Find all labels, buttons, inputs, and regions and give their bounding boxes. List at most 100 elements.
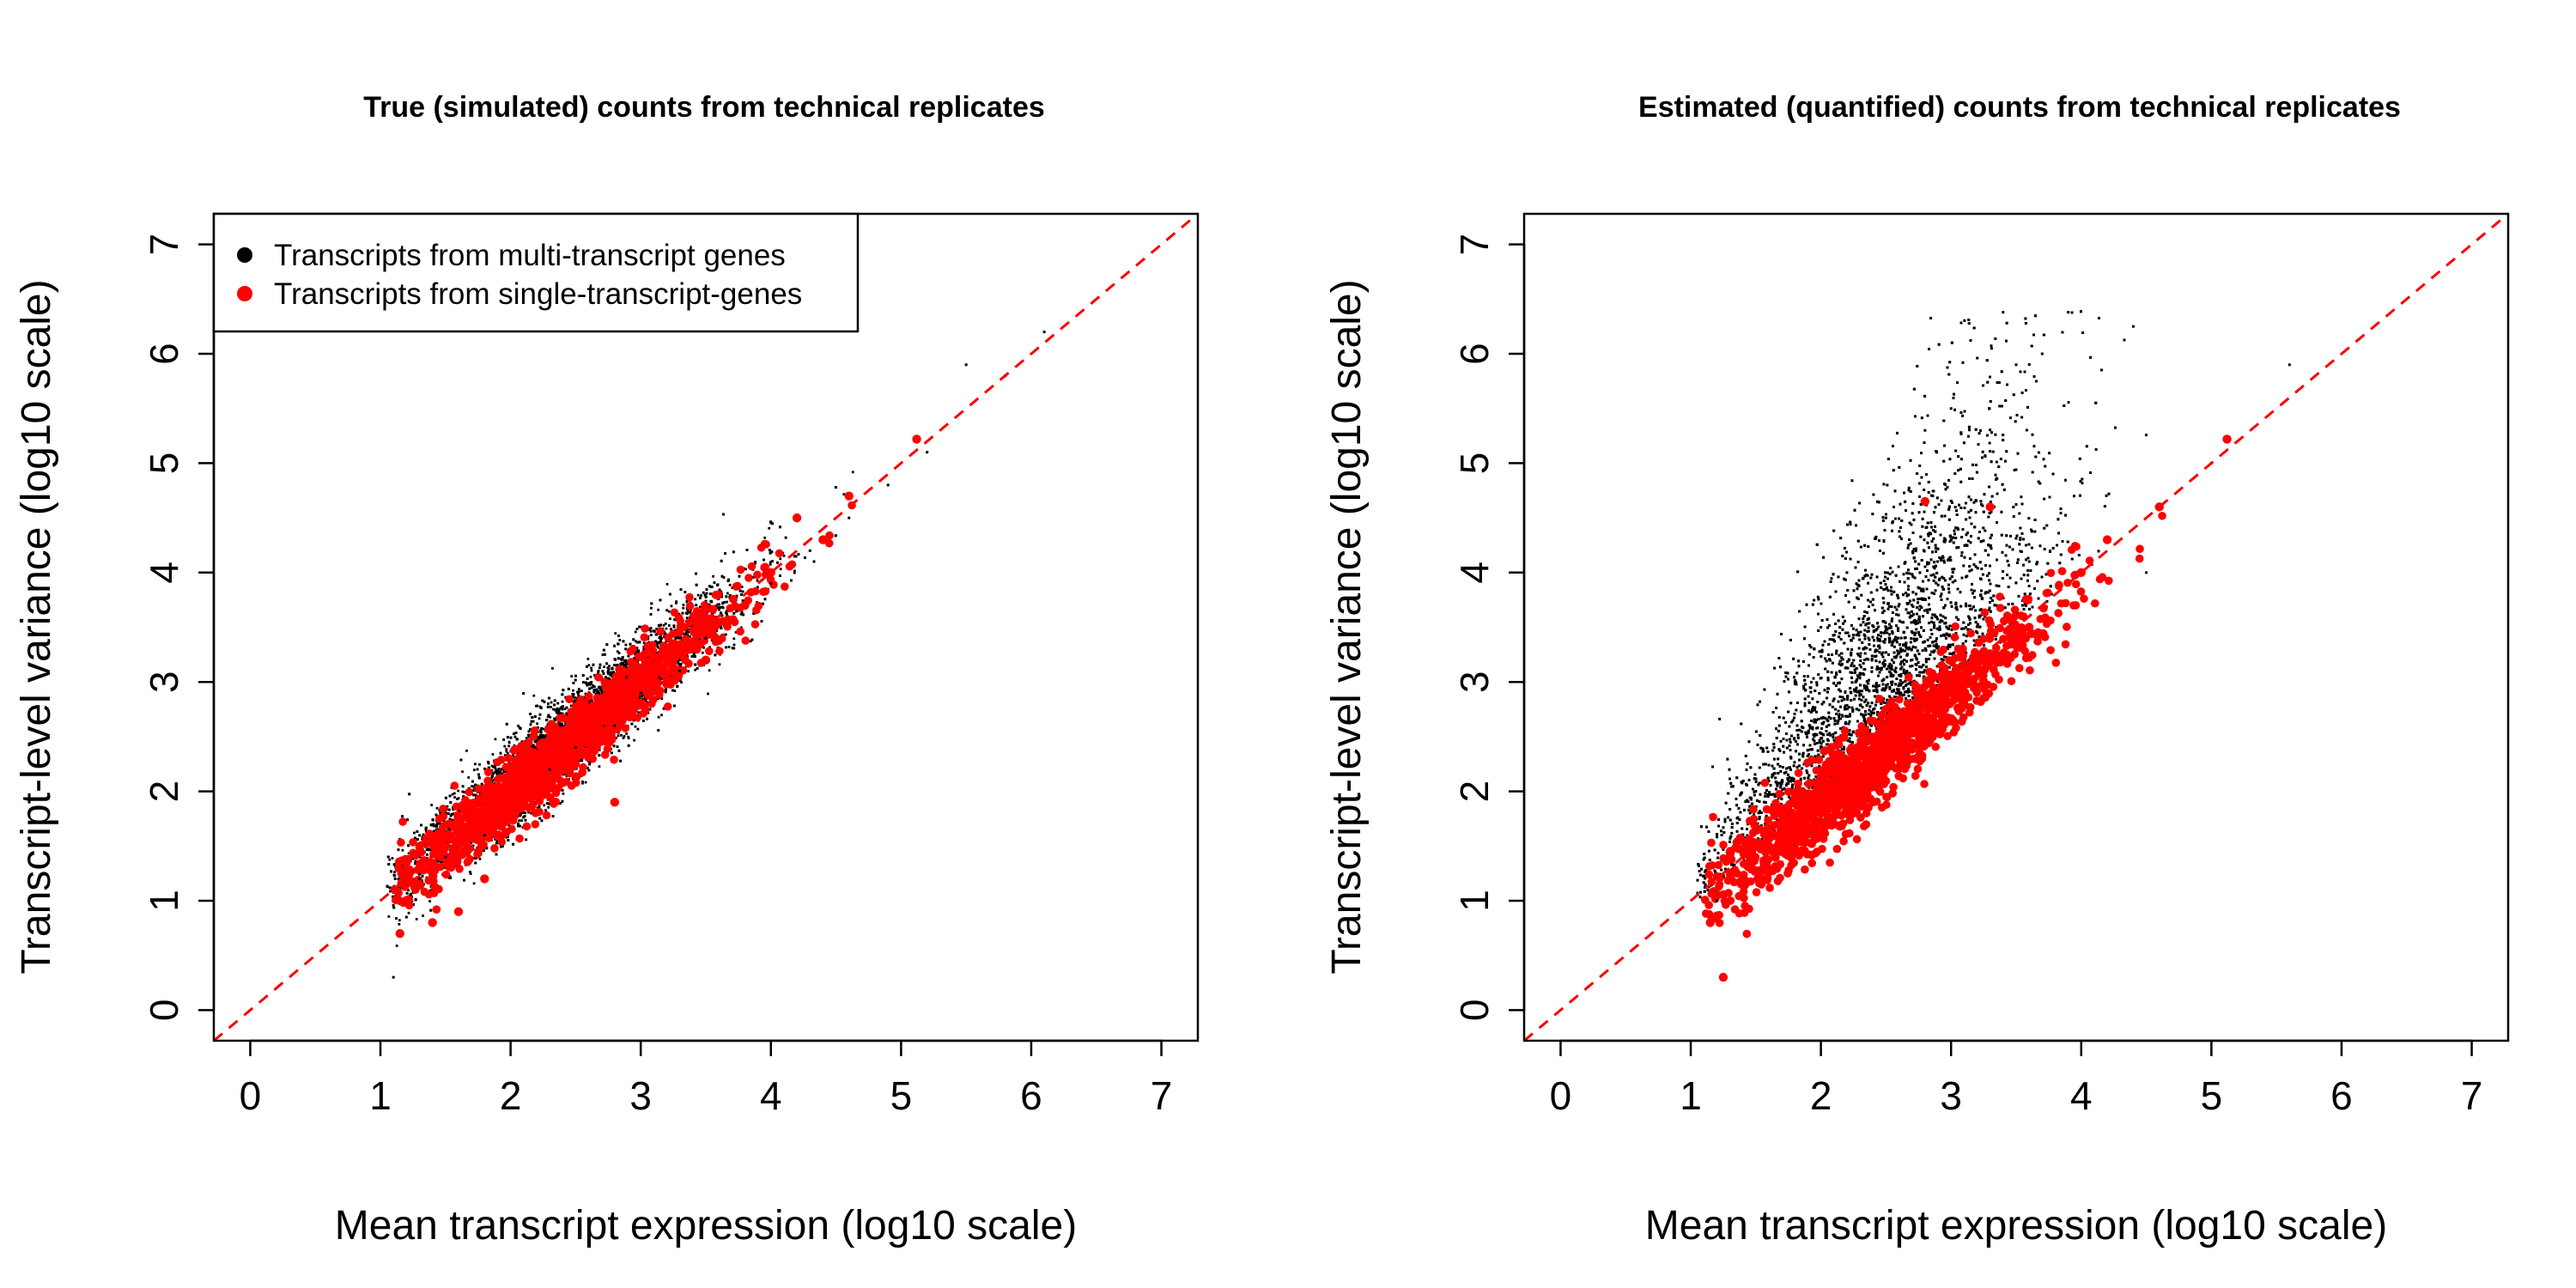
multi-transcript-point xyxy=(660,637,664,641)
multi-transcript-point xyxy=(670,605,673,608)
multi-transcript-point xyxy=(538,717,541,720)
multi-transcript-point xyxy=(636,727,640,731)
multi-transcript-point xyxy=(452,808,455,811)
multi-transcript-point xyxy=(478,857,482,860)
multi-transcript-point xyxy=(637,711,641,714)
multi-transcript-point xyxy=(720,611,722,615)
multi-transcript-point xyxy=(662,623,665,627)
multi-transcript-point xyxy=(558,712,562,715)
multi-transcript-point xyxy=(696,593,700,597)
multi-transcript-point xyxy=(606,671,610,674)
multi-transcript-point xyxy=(687,630,690,634)
multi-transcript-point xyxy=(610,672,613,676)
multi-transcript-point xyxy=(587,682,591,684)
multi-transcript-point xyxy=(456,798,459,800)
multi-transcript-point xyxy=(505,750,508,753)
multi-transcript-point xyxy=(457,789,460,793)
multi-transcript-point xyxy=(398,919,401,922)
multi-transcript-point xyxy=(550,705,552,708)
multi-transcript-point xyxy=(687,670,690,673)
multi-transcript-point xyxy=(572,689,574,692)
multi-transcript-point xyxy=(606,669,610,672)
multi-transcript-point xyxy=(749,640,752,643)
multi-transcript-point xyxy=(471,785,474,788)
multi-transcript-point xyxy=(398,922,401,926)
multi-transcript-point xyxy=(616,650,619,653)
multi-transcript-point xyxy=(505,835,508,839)
multi-transcript-point xyxy=(586,682,589,685)
multi-transcript-point xyxy=(562,792,565,795)
multi-transcript-point xyxy=(740,611,744,614)
left-scatter-panel: True (simulated) counts from technical r… xyxy=(14,91,1200,1249)
multi-transcript-point xyxy=(580,758,583,762)
multi-transcript-point xyxy=(659,641,663,644)
multi-transcript-point xyxy=(581,781,584,785)
multi-transcript-point xyxy=(718,603,720,606)
multi-transcript-point xyxy=(660,714,663,717)
multi-transcript-point xyxy=(467,776,471,779)
multi-transcript-point xyxy=(494,767,497,770)
multi-transcript-point xyxy=(598,765,601,769)
multi-transcript-point xyxy=(768,526,771,530)
multi-transcript-point xyxy=(535,704,538,708)
multi-transcript-point xyxy=(734,631,738,634)
multi-transcript-point xyxy=(495,769,498,772)
multi-transcript-point xyxy=(546,702,550,705)
multi-transcript-point xyxy=(472,785,475,788)
multi-transcript-point xyxy=(665,627,668,630)
multi-transcript-point xyxy=(537,726,539,729)
multi-transcript-point xyxy=(657,715,660,719)
multi-transcript-point xyxy=(430,804,434,806)
multi-transcript-point xyxy=(609,673,612,677)
multi-transcript-point xyxy=(634,725,637,728)
multi-transcript-point xyxy=(451,793,454,796)
multi-transcript-point xyxy=(517,724,519,727)
multi-transcript-point xyxy=(530,811,533,815)
multi-transcript-point xyxy=(694,668,697,671)
multi-transcript-point xyxy=(435,822,439,825)
left-points-layer xyxy=(386,331,1046,979)
multi-transcript-point xyxy=(644,699,647,702)
multi-transcript-point xyxy=(401,864,404,867)
multi-transcript-point xyxy=(623,660,627,664)
multi-transcript-point xyxy=(556,709,559,713)
multi-transcript-point xyxy=(446,805,449,808)
multi-transcript-point xyxy=(727,646,731,648)
multi-transcript-point xyxy=(732,643,736,647)
multi-transcript-point xyxy=(520,819,523,823)
multi-transcript-point xyxy=(503,754,507,757)
multi-transcript-point xyxy=(401,848,404,852)
multi-transcript-point xyxy=(682,606,685,610)
multi-transcript-point xyxy=(632,719,635,722)
multi-transcript-point xyxy=(728,583,732,586)
multi-transcript-point xyxy=(549,715,552,719)
multi-transcript-point xyxy=(622,737,625,739)
multi-transcript-point xyxy=(667,610,671,613)
multi-transcript-point xyxy=(415,917,418,920)
multi-transcript-point xyxy=(474,793,477,797)
multi-transcript-point xyxy=(505,748,508,750)
multi-transcript-point xyxy=(437,822,440,825)
multi-transcript-point xyxy=(701,651,704,654)
multi-transcript-point xyxy=(769,561,772,564)
multi-transcript-point xyxy=(551,667,554,670)
multi-transcript-point xyxy=(586,683,589,687)
multi-transcript-point xyxy=(779,568,782,571)
multi-transcript-point xyxy=(461,770,464,774)
multi-transcript-point xyxy=(590,669,593,672)
multi-transcript-point xyxy=(453,792,456,795)
multi-transcript-point xyxy=(660,677,664,680)
multi-transcript-point xyxy=(527,811,530,814)
multi-transcript-point xyxy=(710,639,714,642)
multi-transcript-point xyxy=(542,727,545,731)
multi-transcript-point xyxy=(494,764,496,768)
multi-transcript-point xyxy=(559,725,562,728)
multi-transcript-point xyxy=(473,762,477,766)
multi-transcript-point xyxy=(543,804,546,807)
multi-transcript-point xyxy=(554,719,556,722)
multi-transcript-point xyxy=(718,588,721,592)
multi-transcript-point xyxy=(407,911,410,914)
multi-transcript-point xyxy=(686,634,690,637)
multi-transcript-point xyxy=(586,657,590,660)
multi-transcript-point xyxy=(435,806,439,810)
